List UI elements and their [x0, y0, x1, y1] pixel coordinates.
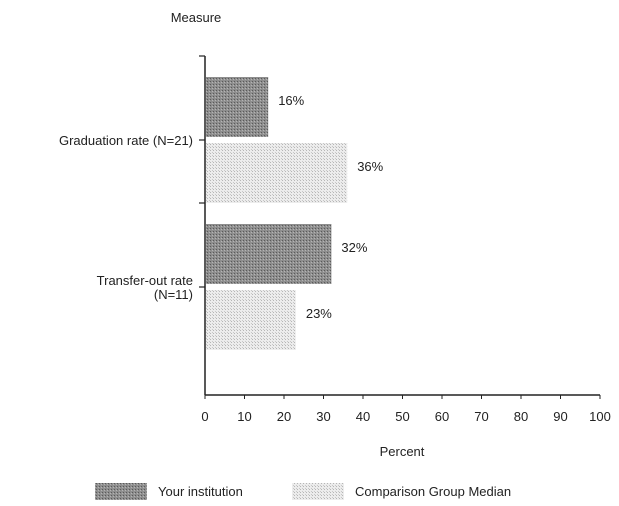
legend-label-your-institution: Your institution — [158, 484, 243, 499]
data-label: 32% — [341, 240, 367, 255]
x-tick-label: 0 — [201, 409, 208, 424]
bar-your-institution-1 — [206, 224, 332, 284]
data-label: 16% — [278, 93, 304, 108]
x-tick-label: 60 — [435, 409, 449, 424]
x-tick-label: 50 — [395, 409, 409, 424]
category-label: Transfer-out rate — [97, 273, 193, 288]
legend: Your institution Comparison Group Median — [95, 483, 511, 500]
x-tick-label: 80 — [514, 409, 528, 424]
bar-your-institution-0 — [206, 77, 269, 137]
y-axis-title: Measure — [171, 10, 222, 25]
legend-swatch-comparison-group-median — [292, 483, 344, 500]
data-label: 36% — [357, 159, 383, 174]
data-label: 23% — [306, 306, 332, 321]
x-tick-label: 20 — [277, 409, 291, 424]
x-tick-label: 10 — [237, 409, 251, 424]
x-axis-title: Percent — [380, 444, 425, 459]
x-tick-label: 40 — [356, 409, 370, 424]
x-tick-label: 100 — [589, 409, 611, 424]
x-tick-label: 70 — [474, 409, 488, 424]
x-tick-label: 90 — [553, 409, 567, 424]
bar-comparison-median-0 — [206, 143, 348, 203]
legend-swatch-your-institution — [95, 483, 147, 500]
category-label: (N=11) — [154, 287, 193, 302]
category-label: Graduation rate (N=21) — [59, 133, 193, 148]
legend-label-comparison-group-median: Comparison Group Median — [355, 484, 511, 499]
x-tick-label: 30 — [316, 409, 330, 424]
bar-comparison-median-1 — [206, 290, 296, 350]
